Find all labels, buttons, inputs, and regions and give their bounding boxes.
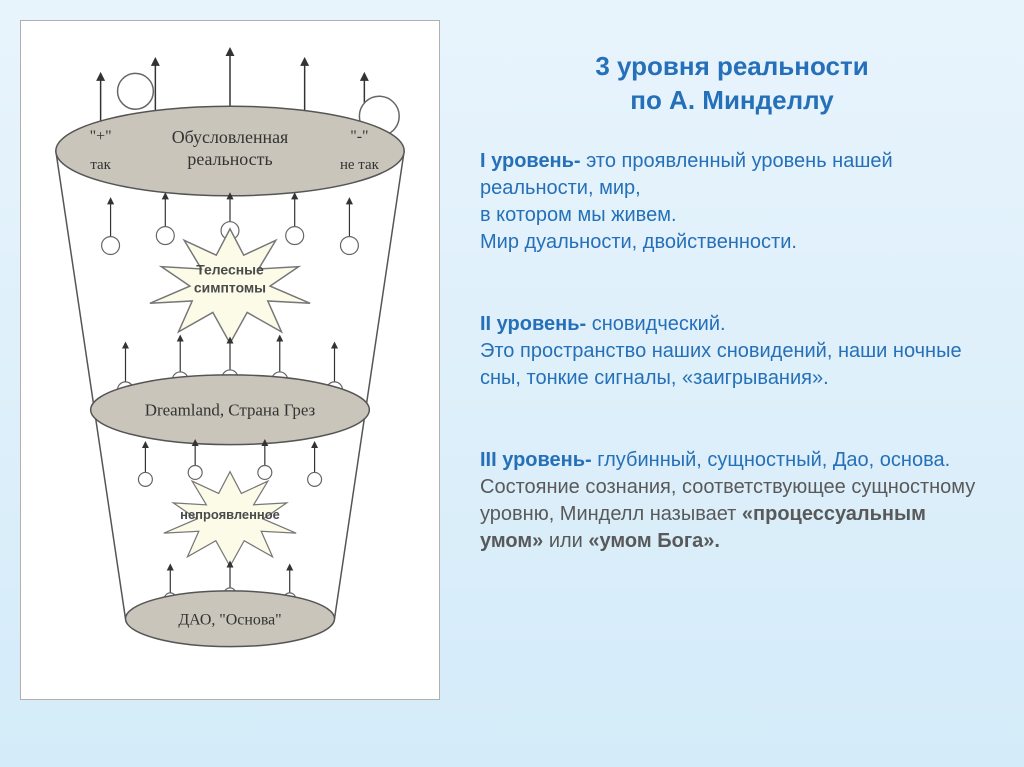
funnel-diagram: Обусловленная реальность "+" "-" так не … bbox=[21, 21, 439, 699]
level-2-block: II уровень- сновидческий.Это пространств… bbox=[480, 311, 984, 392]
plus-label: "+" bbox=[90, 128, 112, 145]
minus-label: "-" bbox=[350, 128, 368, 145]
level-3-extra: Состояние сознания, соответствующее сущн… bbox=[480, 476, 975, 552]
star1-label2: симптомы bbox=[194, 279, 266, 295]
level-2-title: II уровень- bbox=[480, 313, 586, 335]
star1-label1: Телесные bbox=[196, 261, 264, 277]
diagram-panel: Обусловленная реальность "+" "-" так не … bbox=[20, 20, 440, 700]
text-panel: 3 уровня реальностипо А. Минделлу I уров… bbox=[440, 20, 984, 747]
ellipse3-label: ДАО, "Основа" bbox=[178, 612, 281, 629]
netak-label: не так bbox=[340, 157, 380, 173]
level-1-block: I уровень- это проявленный уровень нашей… bbox=[480, 148, 984, 256]
main-title: 3 уровня реальностипо А. Минделлу bbox=[480, 50, 984, 118]
ellipse1-label1: Обусловленная bbox=[172, 127, 289, 147]
level-3-block: III уровень- глубинный, сущностный, Дао,… bbox=[480, 447, 984, 555]
ellipse2-label: Dreamland, Страна Грез bbox=[145, 401, 316, 420]
level-3-text: глубинный, сущностный, Дао, основа. bbox=[592, 449, 950, 471]
ellipse1-label2: реальность bbox=[187, 149, 272, 169]
level-3-title: III уровень- bbox=[480, 449, 592, 471]
star2-label1: непроявленное bbox=[180, 507, 280, 522]
level-1-title: I уровень- bbox=[480, 150, 581, 172]
tak-label: так bbox=[90, 157, 111, 173]
